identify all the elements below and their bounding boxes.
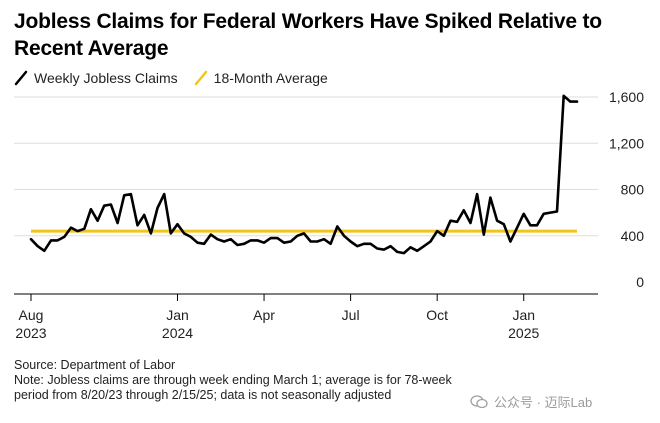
x-tick-label: Aug (19, 307, 44, 323)
x-tick-year-label: 2024 (162, 325, 193, 341)
y-tick-label: 0 (636, 274, 644, 290)
x-tick-label: Apr (253, 307, 275, 323)
series-line-weekly-claims (29, 94, 579, 255)
source-text: Source: Department of Labor (14, 358, 176, 372)
watermark-text: 公众号 · 迈际Lab (494, 395, 593, 410)
gridlines (14, 96, 598, 237)
series-layer (29, 94, 579, 255)
y-axis-ticks: 0 400 800 1,200 1,600 (609, 89, 644, 290)
y-tick-label: 400 (621, 228, 645, 244)
note-text: Note: Jobless claims are through week en… (14, 373, 452, 402)
y-tick-label: 1,600 (609, 89, 644, 105)
x-tick-label: Oct (426, 307, 448, 323)
y-tick-label: 800 (621, 182, 645, 198)
watermark: 公众号 · 迈际Lab (470, 392, 592, 411)
chart-footer: Source: Department of Labor Note: Jobles… (14, 358, 484, 403)
x-tick-label: Jan (512, 307, 535, 323)
legend-label-weekly: Weekly Jobless Claims (34, 70, 178, 86)
wechat-icon (470, 394, 488, 408)
x-tick-year-label: 2023 (15, 325, 46, 341)
legend-swatch-weekly (14, 70, 28, 86)
legend-swatch-average (194, 70, 207, 86)
x-tick-label: Jul (342, 307, 360, 323)
x-tick-label: Jan (166, 307, 189, 323)
legend-item-weekly: Weekly Jobless Claims (14, 70, 178, 86)
legend-label-average: 18-Month Average (213, 70, 328, 86)
x-axis: Aug 2023 Jan 2024 Apr Jul Oct Jan 2025 (14, 293, 598, 341)
x-tick-year-label: 2025 (508, 325, 539, 341)
y-tick-label: 1,200 (609, 135, 644, 151)
chart-legend: Weekly Jobless Claims 18-Month Average (14, 68, 344, 88)
chart-title: Jobless Claims for Federal Workers Have … (14, 10, 602, 60)
legend-item-average: 18-Month Average (194, 70, 328, 86)
